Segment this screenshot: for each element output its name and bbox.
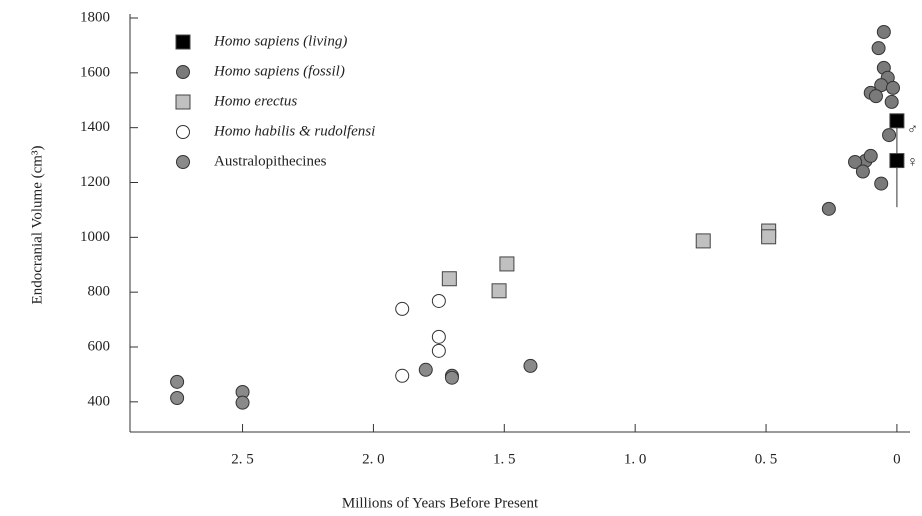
x-tick-label: 2. 5	[231, 451, 254, 467]
circle-marker	[176, 65, 190, 79]
circle-marker	[884, 94, 899, 109]
circle-marker	[395, 368, 410, 383]
legend-label: Homo habilis & rudolfensi	[213, 123, 375, 139]
square-marker	[175, 94, 191, 110]
y-tick-label: 1000	[80, 229, 110, 245]
circle-marker	[176, 155, 190, 169]
x-tick-label: 0	[893, 451, 901, 467]
square-marker	[695, 233, 711, 249]
circle-marker	[235, 395, 250, 410]
annotation: ♂	[907, 122, 918, 138]
circle-marker	[821, 201, 836, 216]
circle-marker	[871, 41, 886, 56]
x-tick-label: 1. 5	[493, 451, 516, 467]
circle-marker	[868, 89, 883, 104]
circle-marker	[885, 80, 900, 95]
y-tick-label: 400	[88, 393, 111, 409]
legend-label: Homo sapiens (fossil)	[213, 63, 345, 79]
legend-label: Australopithecines	[214, 153, 327, 169]
y-axis-label: Endocranial Volume (cm³)	[29, 146, 45, 305]
circle-marker	[418, 362, 433, 377]
square-marker	[889, 153, 905, 169]
y-tick-label: 1600	[80, 64, 110, 80]
circle-marker	[395, 301, 410, 316]
y-tick-label: 1200	[80, 174, 110, 190]
x-tick-label: 1. 0	[624, 451, 647, 467]
circle-marker	[848, 154, 863, 169]
circle-marker	[876, 24, 891, 39]
y-tick-label: 800	[88, 284, 111, 300]
circle-marker	[170, 374, 185, 389]
y-tick-label: 1800	[80, 9, 110, 25]
circle-marker	[431, 293, 446, 308]
circle-marker	[444, 370, 459, 385]
annotation: ♀	[907, 155, 918, 171]
square-marker	[175, 34, 191, 50]
circle-marker	[874, 176, 889, 191]
y-tick-label: 1400	[80, 119, 110, 135]
circle-marker	[176, 125, 190, 139]
x-axis-label: Millions of Years Before Present	[342, 495, 539, 511]
square-marker	[889, 113, 905, 129]
square-marker	[499, 256, 515, 272]
circle-marker	[170, 391, 185, 406]
square-marker	[441, 271, 457, 287]
legend-label: Homo erectus	[213, 93, 297, 109]
y-tick-label: 600	[88, 338, 111, 354]
circle-marker	[855, 164, 870, 179]
circle-marker	[863, 148, 878, 163]
circle-marker	[523, 358, 538, 373]
square-marker	[491, 283, 507, 299]
legend-label: Homo sapiens (living)	[213, 33, 347, 49]
x-tick-label: 2. 0	[362, 451, 385, 467]
square-marker	[761, 229, 777, 245]
circle-marker	[431, 329, 446, 344]
circle-marker	[882, 128, 897, 143]
circle-marker	[431, 343, 446, 358]
x-tick-label: 0. 5	[755, 451, 778, 467]
